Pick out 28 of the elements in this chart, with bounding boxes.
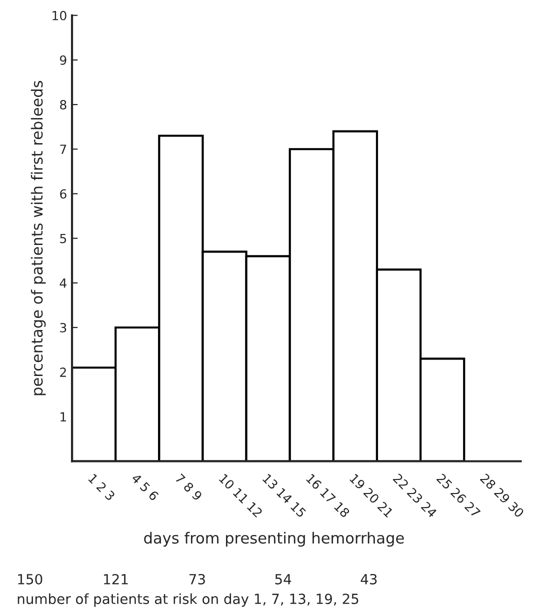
x-tick-label: 28 29 30 xyxy=(480,473,525,518)
y-tick-label: 9 xyxy=(60,55,66,65)
x-tick-label: 25 26 27 xyxy=(436,473,481,518)
y-tick-label: 1 xyxy=(60,412,66,422)
y-tick-label: 2 xyxy=(60,368,66,377)
x-axis-title: days from presenting hemorrhage xyxy=(144,532,404,547)
y-tick-label: 10 xyxy=(52,10,66,20)
x-tick-label: 1 2 3 xyxy=(88,473,116,501)
x-tick-label: 10 11 12 xyxy=(218,473,263,518)
text: number of patients at risk on day 1, 7, 13, 19, 25 xyxy=(18,593,358,607)
y-tick-label: 7 xyxy=(60,144,66,154)
y-tick-label: 3 xyxy=(60,322,66,332)
y-tick-label: 5 xyxy=(60,234,66,244)
x-tick-label: 22 23 24 xyxy=(392,473,438,518)
x-tick-label: 7 8 9 xyxy=(174,473,203,502)
text: 150 xyxy=(18,574,42,584)
y-axis-title: percentage of patients with first rebleeds xyxy=(30,80,46,396)
y-tick-label: 4 xyxy=(60,278,66,288)
y-tick-label: 6 xyxy=(60,189,66,199)
x-tick-label: 19 20 21 xyxy=(349,473,394,518)
text: 54 xyxy=(275,574,292,584)
text: 121 xyxy=(104,574,128,584)
x-tick-label: 4 5 6 xyxy=(130,472,160,502)
x-tick-label: 16 17 18 xyxy=(306,473,350,518)
x-tick-label: 13 14 15 xyxy=(262,473,307,518)
y-tick-label: 8 xyxy=(60,100,66,110)
text: 43 xyxy=(360,574,377,584)
text: 73 xyxy=(190,574,205,584)
